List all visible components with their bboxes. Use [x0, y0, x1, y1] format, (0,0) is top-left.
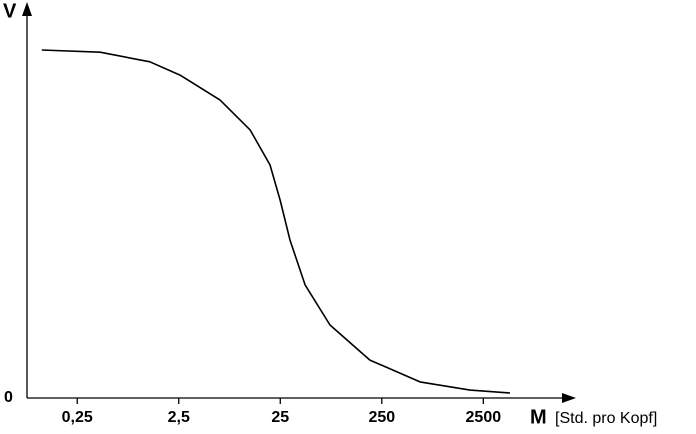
x-axis-unit: [Std. pro Kopf]	[555, 410, 657, 427]
y-axis-arrow	[22, 2, 32, 16]
x-tick-label: 0,25	[62, 409, 93, 426]
y-axis-label: V	[3, 0, 17, 22]
x-tick-label: 2,5	[168, 409, 190, 426]
y-tick-label: 0	[4, 389, 13, 406]
x-axis-label: M	[530, 406, 547, 428]
x-tick-label: 2500	[466, 409, 502, 426]
x-tick-label: 25	[271, 409, 289, 426]
x-tick-label: 250	[368, 409, 395, 426]
line	[41, 49, 511, 394]
x-axis-arrow	[562, 393, 576, 403]
